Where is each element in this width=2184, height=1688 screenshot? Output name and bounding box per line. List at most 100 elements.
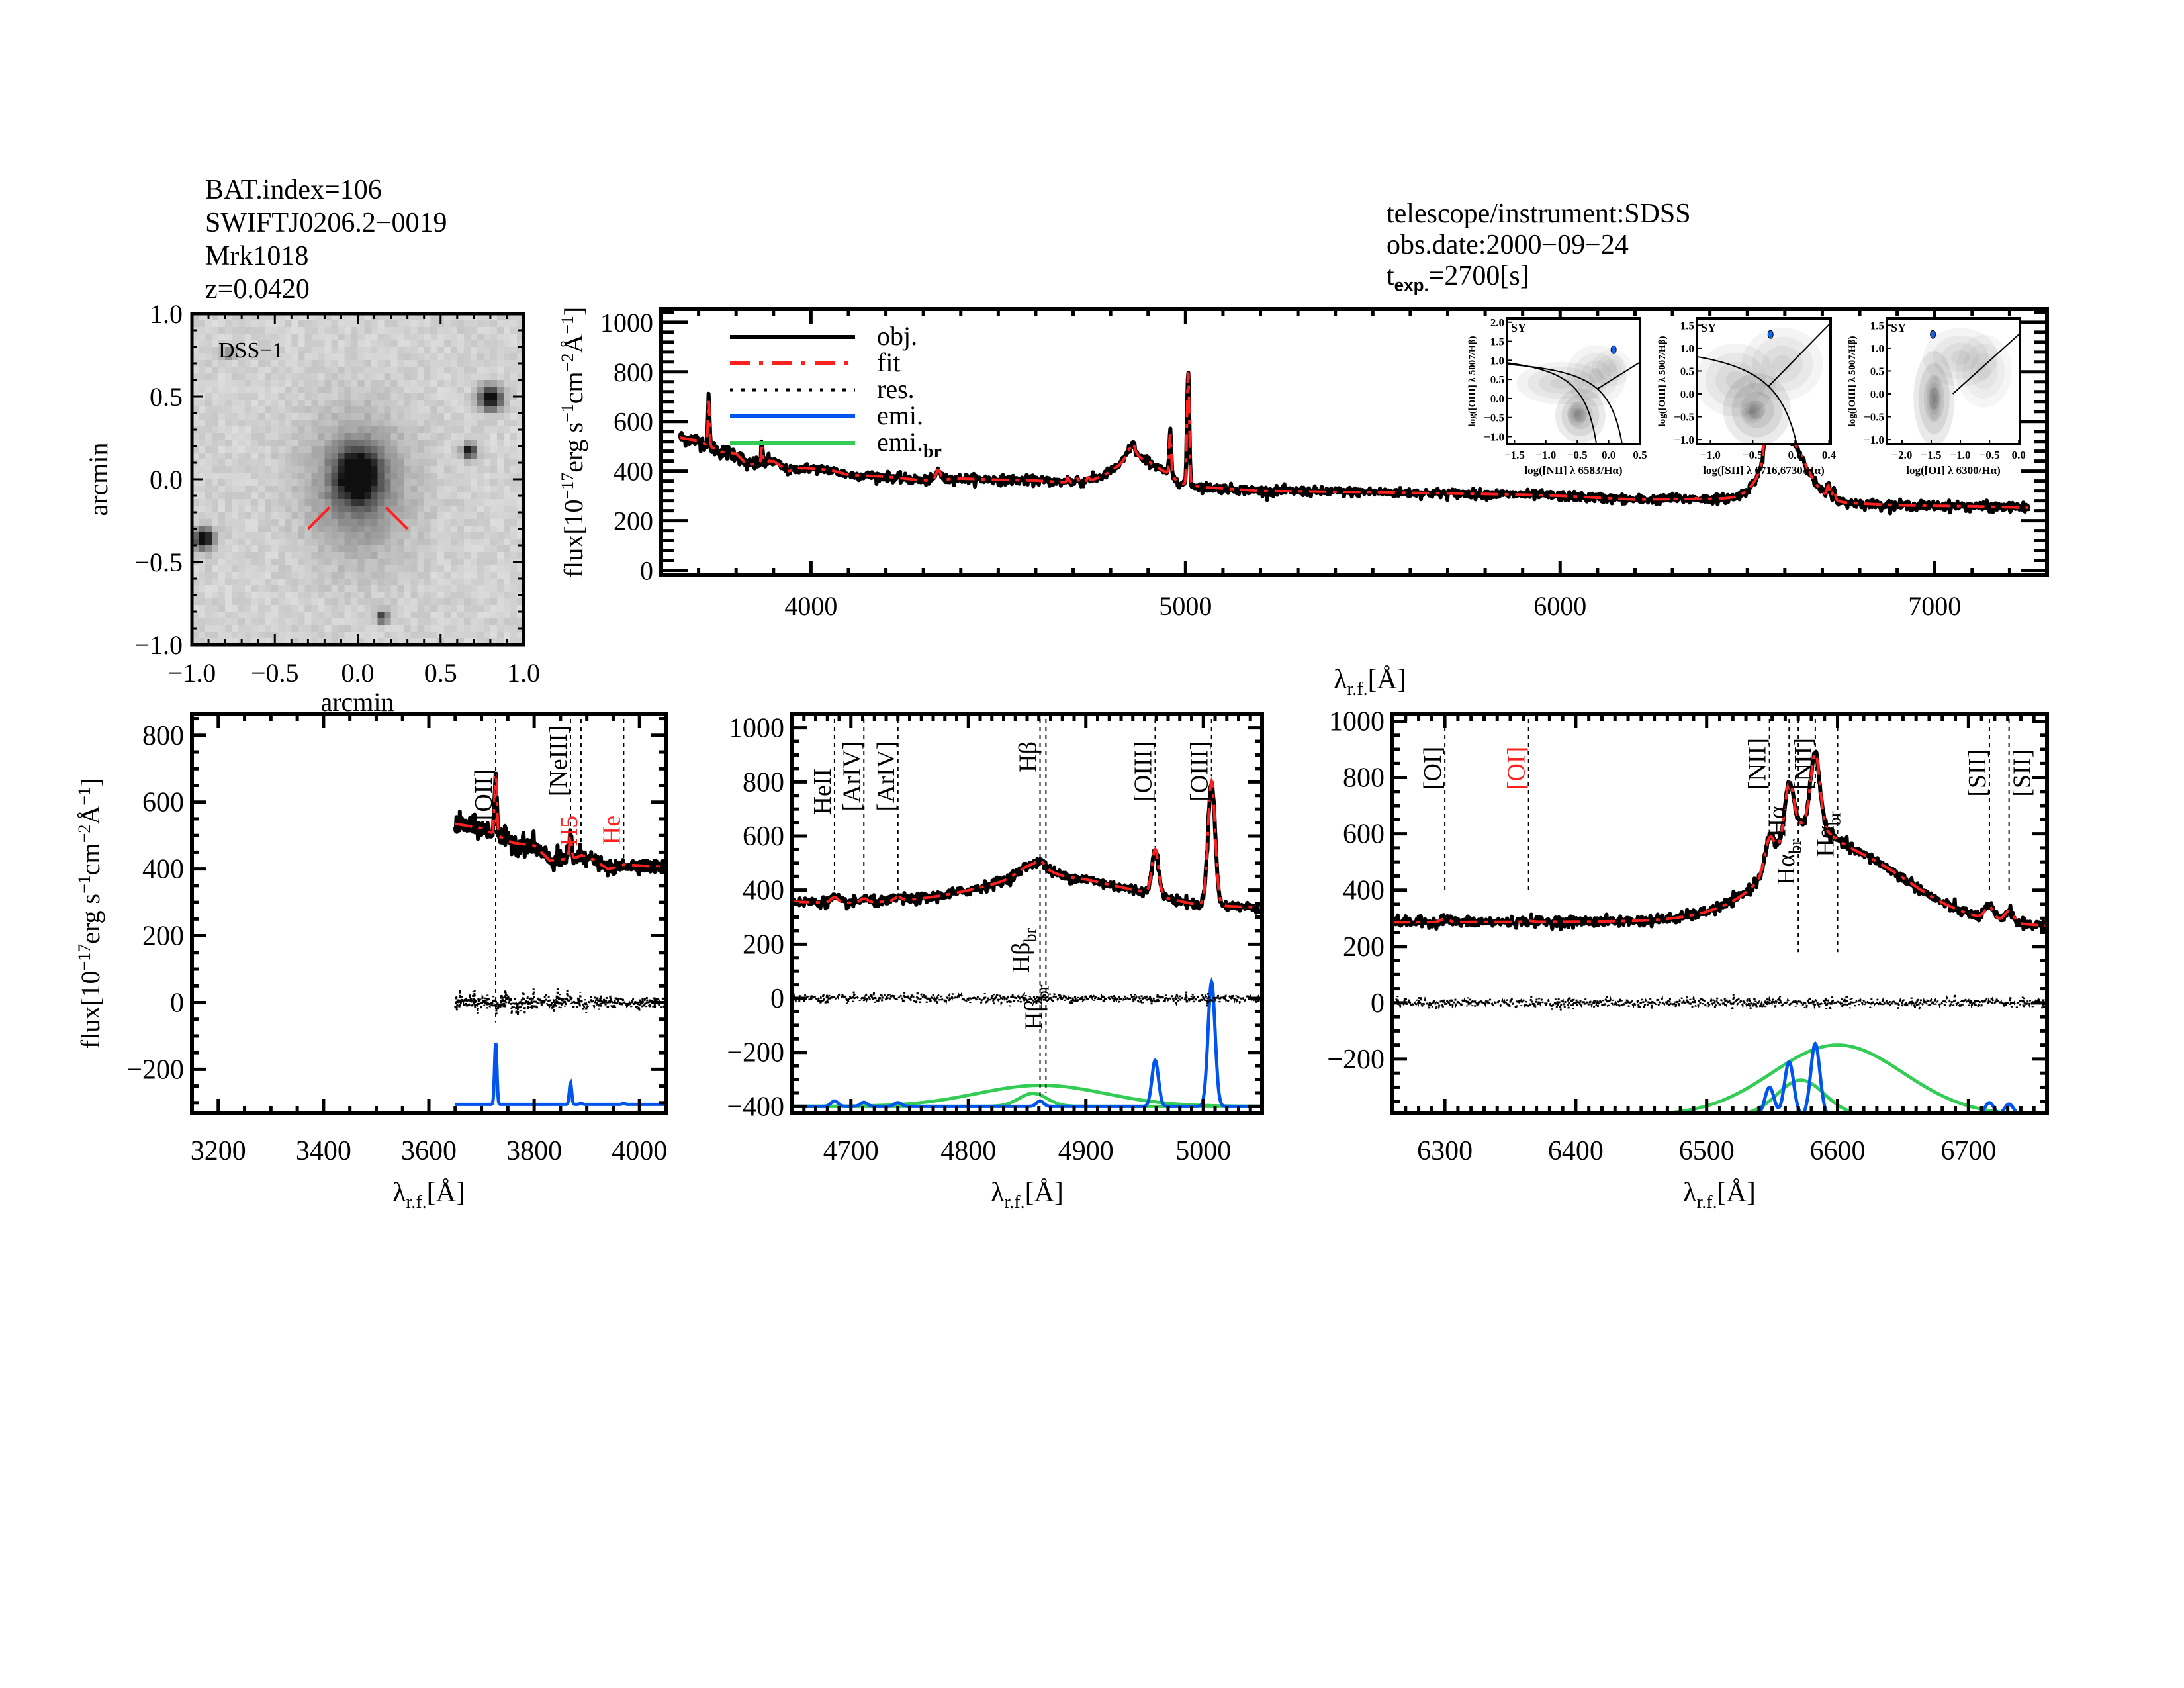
narrow-emission-line [1436, 1041, 2022, 1113]
inset-y-tick-label: −0.5 [1484, 412, 1504, 424]
legend-item-emi_br: emi.br [730, 427, 942, 462]
x-axis-label-halpha: λr.f.[Å] [1683, 1178, 1756, 1213]
inset-y-tick-label: 0.5 [1680, 365, 1694, 377]
object-point [1767, 330, 1774, 339]
x-tick-label: 4000 [612, 1136, 667, 1166]
density-contour [1927, 376, 1942, 421]
x-tick-label: 6300 [1417, 1136, 1473, 1166]
x-tick-label: 4900 [1058, 1136, 1114, 1166]
density-contour [1569, 404, 1585, 423]
flux-label-part: −1 [75, 875, 94, 894]
wave-unit: [Å] [1717, 1178, 1756, 1208]
inset-bg [1887, 318, 2020, 444]
density-contour [1932, 393, 1936, 404]
fit-line [680, 350, 2028, 510]
y-tick-label: 600 [1343, 820, 1385, 850]
seyfert-liner-line [1952, 333, 2020, 395]
line-label: Hβ [1015, 741, 1042, 773]
y-tick-label: 1000 [600, 308, 653, 338]
narrow-emission-line [455, 1042, 666, 1106]
line-label: [SII] [1964, 749, 1991, 797]
y-tick-label: −200 [126, 1055, 184, 1085]
density-contour [1929, 386, 1940, 410]
flux-label-part: −17 [75, 944, 94, 971]
bat-index: BAT.index=106 [205, 175, 382, 205]
line-label-name: [OII] [470, 769, 498, 820]
line-label: Hβbr [1020, 984, 1052, 1030]
flux-label-part: −1 [558, 404, 577, 422]
line-label: Hαbr [1772, 839, 1805, 885]
dss-y-tick-label: 0.0 [150, 465, 183, 494]
dss-y-tick-label: −1.0 [134, 630, 183, 660]
density-contour [1588, 367, 1604, 383]
header-left: BAT.index=106 SWIFTJ0206.2−0019 Mrk1018 … [205, 173, 447, 306]
dss-label: DSS−1 [218, 338, 284, 363]
density-contour [1950, 350, 1970, 365]
inset-plot [1697, 322, 1831, 444]
density-contour [1566, 345, 1627, 406]
density-contour [1574, 410, 1580, 417]
y-tick-label: 800 [614, 357, 653, 387]
inset-x-tick-label: −1.0 [1700, 449, 1721, 461]
density-contour [1930, 387, 1938, 410]
flux-label-part: ] [559, 307, 588, 316]
dss-y-axis-label: arcmin [83, 442, 113, 516]
obs-date: obs.date:2000−09−24 [1387, 230, 1629, 260]
texp-value: =2700[s] [1428, 261, 1529, 291]
x-tick-label: 6600 [1810, 1136, 1866, 1166]
y-tick-label: 600 [743, 821, 784, 852]
dss-x-tick-label: 0.5 [424, 658, 457, 688]
fit-line [792, 776, 1262, 910]
inset-y-tick-label: 1.0 [1490, 354, 1504, 367]
flux-label-part: −1 [75, 787, 94, 806]
line-label: [ArIV] [838, 741, 866, 812]
inset-y-tick-label: 1.5 [1870, 319, 1884, 332]
inset-x-tick-label: −1.5 [1504, 449, 1525, 461]
inset-y-tick-label: −1.0 [1864, 434, 1884, 446]
flux-label-part: erg s [75, 894, 105, 944]
instrument: telescope/instrument:SDSS [1387, 199, 1691, 229]
plot-area [678, 346, 2030, 516]
inset-x-tick-label: 0.0 [2012, 449, 2026, 461]
density-contour [1923, 374, 1944, 422]
object-point [1930, 330, 1936, 339]
seyfert-liner-line [1768, 322, 1831, 387]
legend-label: obj. [877, 321, 917, 351]
panel-hbeta: HeII [ArIV] [ArIV] Hβ [OIII] [OIII]HβbrHβbr47… [727, 712, 1264, 1166]
wave-symbol: λ [1334, 665, 1347, 695]
flux-label-part: Å [75, 806, 105, 825]
x-tick-label: 6000 [1533, 591, 1586, 621]
flux-label-part: cm [75, 843, 105, 875]
exposure-time: texp.=2700[s] [1387, 261, 1691, 301]
density-contour [1573, 352, 1619, 399]
inset-y-tick-label: 0.0 [1870, 388, 1884, 400]
line-label-name: H5 [555, 816, 583, 846]
density-contour [1748, 400, 1766, 419]
line-label: Hα [1763, 806, 1791, 837]
line-label-name: [NII] [1744, 738, 1772, 790]
wave-unit: [Å] [427, 1178, 465, 1208]
redshift: z=0.0420 [205, 274, 310, 305]
axes-frame [190, 712, 668, 1115]
y-tick-label: 400 [614, 457, 653, 487]
x-tick-label: 4800 [940, 1136, 996, 1166]
inset-x-tick-label: −0.5 [1743, 449, 1763, 461]
inset-frame [1506, 317, 1641, 445]
line-label-name: [SII] [1964, 749, 1991, 797]
y-tick-label: 200 [614, 506, 653, 536]
density-contour [1913, 351, 1955, 444]
density-contour [1741, 327, 1823, 401]
line-label: H5 [555, 816, 583, 846]
panel-main: 4000 5000 6000 7000 0 200 400 600 800 1000 [600, 307, 2049, 621]
line-label: [NeIII] [545, 726, 572, 797]
inset-x-tick-label: −0.5 [1979, 449, 2000, 461]
wave-sub: r.f. [1004, 1192, 1024, 1213]
legend-label: emi. [877, 400, 923, 430]
line-label-sub: br [1033, 984, 1052, 999]
inset-plot [1507, 345, 1640, 444]
inset-x-tick-label: −1.5 [1921, 449, 1942, 461]
line-label-name: [OIII] [1186, 741, 1214, 802]
texp-symbol: t [1387, 261, 1394, 291]
line-label-name: [NII] [1790, 738, 1817, 790]
